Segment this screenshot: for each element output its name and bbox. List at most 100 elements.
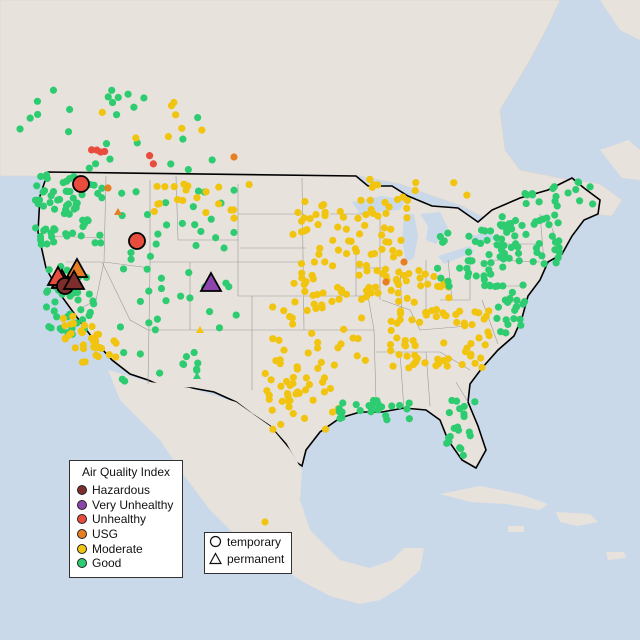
station-marker	[280, 346, 288, 354]
station-marker	[335, 295, 343, 303]
station-marker	[294, 388, 302, 396]
station-marker	[485, 307, 493, 315]
station-marker	[523, 191, 531, 199]
station-marker	[498, 213, 506, 221]
station-marker	[69, 312, 77, 320]
station-marker	[395, 249, 403, 257]
station-marker	[97, 148, 105, 156]
station-marker	[136, 297, 145, 306]
station-marker	[389, 362, 397, 370]
station-marker	[157, 274, 166, 282]
station-marker	[47, 192, 55, 200]
station-marker	[164, 132, 173, 141]
station-marker	[486, 227, 495, 235]
station-marker	[522, 199, 530, 208]
station-marker	[415, 266, 423, 275]
station-marker	[89, 297, 97, 305]
station-marker	[575, 178, 583, 187]
station-marker	[545, 221, 553, 229]
station-marker	[42, 171, 51, 179]
station-marker	[114, 93, 122, 102]
station-marker	[366, 196, 374, 204]
station-marker	[475, 334, 483, 342]
north-land-east	[600, 0, 640, 40]
station-marker	[548, 232, 556, 240]
station-marker	[96, 231, 104, 239]
station-marker	[499, 263, 507, 271]
station-marker	[261, 369, 269, 378]
station-marker	[312, 304, 320, 312]
station-marker	[480, 259, 488, 268]
station-marker	[394, 289, 402, 297]
station-marker	[301, 386, 310, 394]
station-marker	[355, 230, 364, 238]
station-marker	[373, 266, 381, 275]
station-marker	[342, 290, 350, 298]
station-marker	[478, 363, 486, 372]
station-marker	[127, 249, 135, 257]
station-marker	[555, 237, 563, 245]
station-marker	[297, 228, 306, 236]
station-marker	[104, 184, 112, 192]
station-marker	[321, 258, 329, 266]
station-marker	[284, 397, 293, 405]
station-marker	[16, 125, 24, 133]
station-marker	[182, 353, 191, 361]
station-marker	[121, 377, 129, 385]
large-station-marker	[62, 269, 86, 290]
station-marker	[393, 277, 401, 285]
station-marker	[80, 321, 89, 329]
station-marker	[494, 303, 503, 311]
station-marker	[215, 183, 223, 191]
station-marker	[432, 306, 440, 314]
station-marker	[385, 238, 393, 246]
jamaica	[508, 526, 524, 532]
station-marker	[47, 229, 55, 237]
station-marker	[389, 253, 398, 261]
station-marker	[301, 197, 309, 206]
station-marker	[289, 410, 297, 418]
station-marker	[150, 207, 158, 216]
station-marker	[222, 279, 230, 287]
station-marker	[94, 189, 102, 198]
station-marker	[466, 257, 474, 265]
station-marker	[145, 319, 153, 327]
station-marker	[317, 358, 325, 366]
station-marker	[289, 373, 297, 382]
station-marker	[456, 264, 464, 272]
station-marker	[532, 244, 540, 252]
station-marker	[197, 227, 205, 236]
station-marker	[301, 287, 309, 296]
station-marker	[80, 220, 89, 228]
station-marker	[132, 188, 140, 196]
station-marker	[403, 196, 412, 205]
station-marker	[507, 219, 515, 228]
station-marker	[192, 241, 200, 250]
station-marker	[352, 400, 360, 409]
station-marker	[342, 249, 351, 258]
station-marker	[267, 376, 275, 384]
station-marker	[467, 350, 475, 358]
station-marker	[576, 197, 584, 205]
station-marker	[409, 360, 418, 369]
legend-item-very-unhealthy: Very Unhealthy	[70, 498, 182, 513]
station-marker	[304, 349, 312, 357]
legend-label: Hazardous	[92, 483, 151, 498]
station-marker	[309, 396, 317, 404]
station-marker	[276, 360, 284, 368]
station-marker	[371, 283, 380, 291]
station-marker	[314, 221, 322, 229]
station-marker	[120, 349, 128, 357]
station-marker	[357, 295, 366, 303]
station-marker	[471, 398, 479, 406]
station-marker	[26, 114, 34, 122]
station-marker	[245, 180, 253, 189]
legend-item-usg: USG	[70, 527, 182, 542]
station-marker	[185, 269, 193, 277]
station-marker	[310, 258, 319, 266]
legend-label: Unhealthy	[92, 512, 147, 527]
station-marker	[396, 316, 404, 324]
station-marker	[362, 261, 371, 270]
station-marker	[198, 126, 206, 134]
station-marker	[493, 314, 501, 323]
